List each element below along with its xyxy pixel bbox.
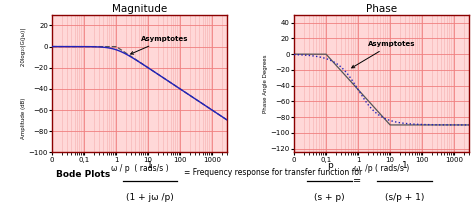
- Text: Asymptotes: Asymptotes: [352, 41, 415, 68]
- Text: (s + p): (s + p): [314, 193, 345, 202]
- Text: p: p: [327, 161, 332, 170]
- Y-axis label: Amplitude (dB)                  20log₁₀|G(jω)|: Amplitude (dB) 20log₁₀|G(jω)|: [20, 28, 26, 139]
- Text: 1: 1: [402, 161, 408, 170]
- Text: = Frequency response for transfer function for: = Frequency response for transfer functi…: [183, 168, 362, 177]
- Text: 1: 1: [147, 161, 153, 170]
- Title: Phase: Phase: [366, 4, 397, 14]
- Title: Magnitude: Magnitude: [112, 4, 167, 14]
- Text: Bode Plots: Bode Plots: [56, 170, 110, 179]
- Text: (1 + jω /p): (1 + jω /p): [126, 193, 174, 202]
- Text: (s/p + 1): (s/p + 1): [385, 193, 424, 202]
- Text: =: =: [353, 176, 361, 187]
- Y-axis label: Phase Angle Degrees: Phase Angle Degrees: [263, 54, 268, 113]
- X-axis label: ω / p  ( rads/s ): ω / p ( rads/s ): [111, 164, 169, 173]
- X-axis label: ω  /p ( rads/s ): ω /p ( rads/s ): [354, 164, 409, 173]
- Text: Asymptotes: Asymptotes: [131, 36, 189, 54]
